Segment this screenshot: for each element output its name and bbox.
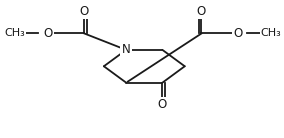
Text: CH₃: CH₃ <box>4 28 25 39</box>
Text: O: O <box>197 5 206 18</box>
Text: O: O <box>233 27 242 40</box>
Text: O: O <box>80 5 89 18</box>
Text: CH₃: CH₃ <box>261 28 281 39</box>
Text: N: N <box>122 43 131 56</box>
Text: O: O <box>43 27 53 40</box>
Text: O: O <box>158 98 167 111</box>
